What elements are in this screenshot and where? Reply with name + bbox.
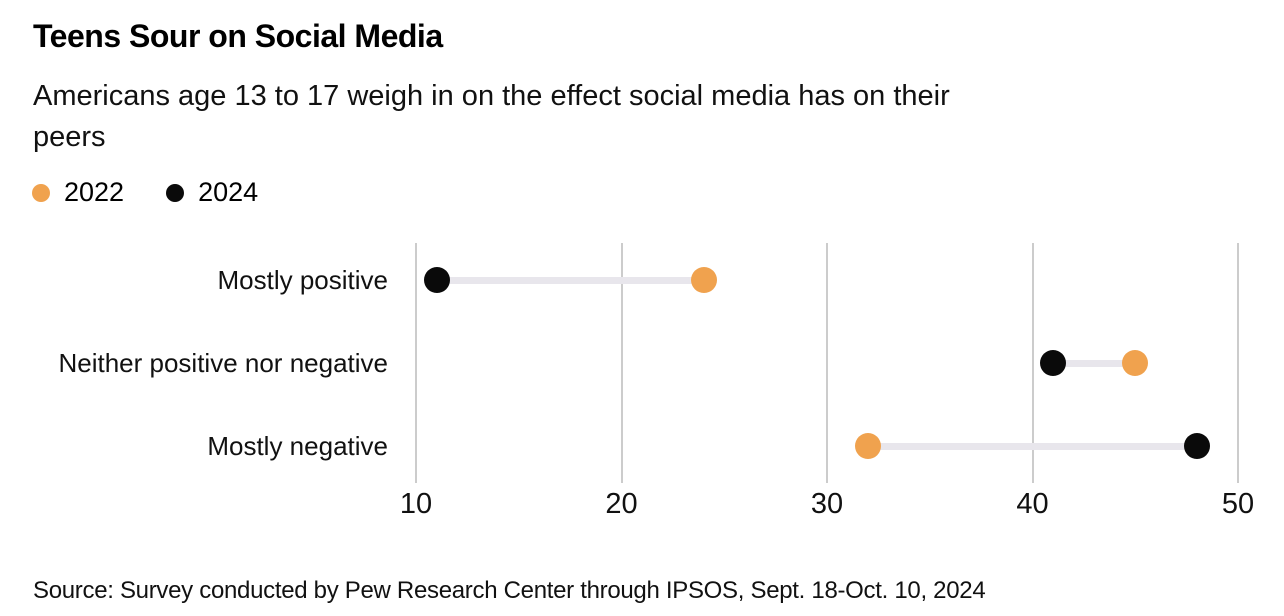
legend-label-2022: 2022 bbox=[64, 177, 125, 207]
legend: 2022 2024 bbox=[32, 177, 300, 208]
source-note: Source: Survey conducted by Pew Research… bbox=[33, 577, 986, 604]
connector bbox=[436, 276, 704, 284]
connector bbox=[1053, 359, 1136, 367]
legend-dot-2022-icon bbox=[32, 183, 50, 202]
chart-subtitle-line2: peers bbox=[33, 121, 106, 153]
dot-2022 bbox=[1122, 350, 1149, 376]
gridline-30 bbox=[826, 243, 828, 483]
dot-2024 bbox=[1183, 433, 1210, 459]
category-label: Mostly negative bbox=[207, 431, 388, 461]
legend-item-2024: 2024 bbox=[166, 177, 258, 208]
dot-2022 bbox=[855, 433, 882, 459]
gridline-20 bbox=[620, 243, 623, 483]
legend-item-2022: 2022 bbox=[32, 177, 124, 208]
x-tick-label-30: 30 bbox=[810, 488, 844, 520]
gridline-40 bbox=[1031, 243, 1034, 483]
legend-dot-2024-icon bbox=[166, 183, 185, 202]
legend-label-2024: 2024 bbox=[198, 177, 259, 207]
chart-subtitle-line1: Americans age 13 to 17 weigh in on the e… bbox=[33, 80, 950, 112]
dot-2024 bbox=[1040, 350, 1067, 376]
category-label: Mostly positive bbox=[217, 265, 389, 295]
connector bbox=[868, 442, 1197, 450]
chart-title: Teens Sour on Social Media bbox=[33, 18, 443, 54]
gridline-10 bbox=[415, 243, 417, 483]
x-tick-label-50: 50 bbox=[1221, 488, 1255, 520]
gridline-50 bbox=[1237, 243, 1239, 483]
chart-subtitle: Americans age 13 to 17 weigh in on the e… bbox=[33, 76, 950, 158]
dot-2022 bbox=[690, 267, 717, 293]
category-label: Neither positive nor negative bbox=[58, 348, 388, 378]
x-tick-label-40: 40 bbox=[1016, 488, 1049, 520]
dot-2024 bbox=[423, 267, 450, 293]
x-tick-label-20: 20 bbox=[605, 488, 638, 520]
x-tick-label-10: 10 bbox=[399, 488, 433, 520]
